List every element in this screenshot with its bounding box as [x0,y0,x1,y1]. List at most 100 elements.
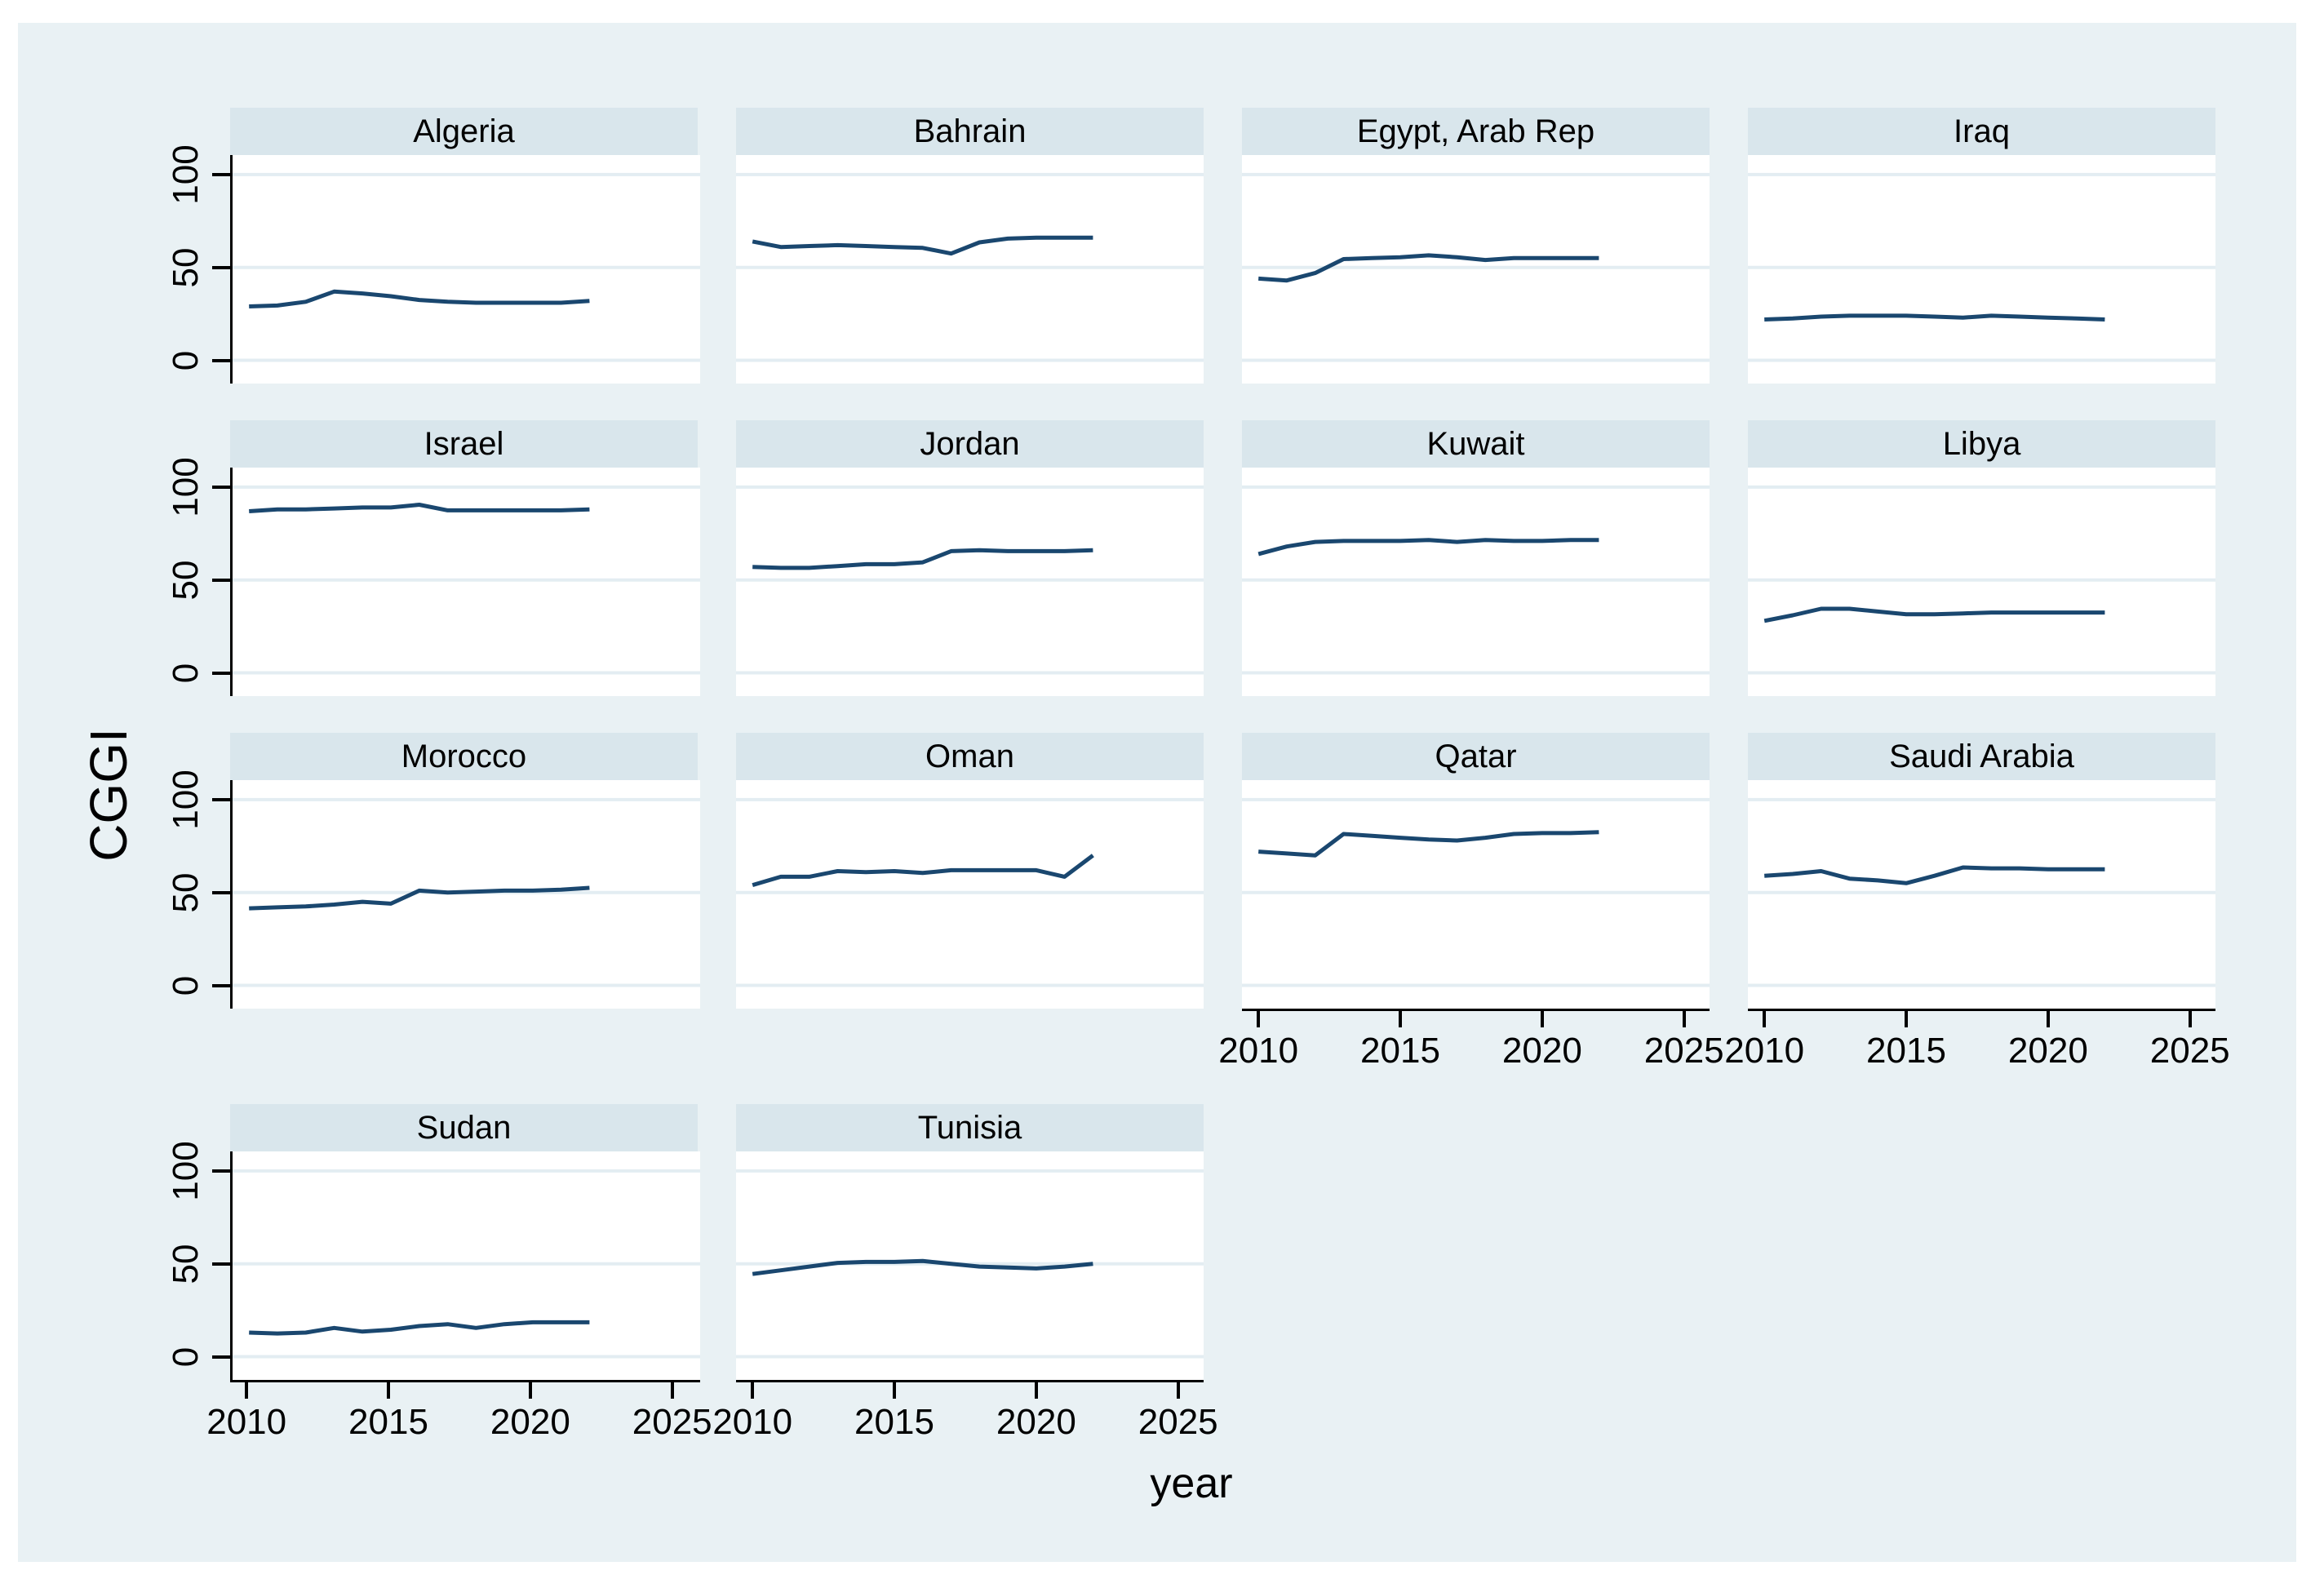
panel-title: Sudan [230,1104,698,1151]
panel-title: Saudi Arabia [1748,733,2215,780]
plot-area [230,1151,700,1382]
plot-area [230,155,700,384]
panel-chart [1748,797,2215,987]
line-series-israel [249,503,590,513]
line-series-libya [1763,606,2105,623]
x-tick [1399,1011,1402,1027]
plot-area [736,1151,1204,1382]
plot-area [1242,468,1710,696]
x-tick-label: 2025 [1138,1402,1218,1442]
y-tick [212,172,230,176]
x-tick-label: 2015 [854,1402,934,1442]
x-tick [893,1382,896,1399]
y-tick [212,1169,230,1173]
y-tick-label: 50 [166,872,206,913]
panel-title: Egypt, Arab Rep [1242,108,1710,155]
panel-qatar: Qatar 2010 2015 2020 2025 [1218,733,1724,1069]
y-tick [212,358,230,362]
panel-title: Oman [736,733,1204,780]
plot-area [736,468,1204,696]
panel-sudan: Sudan 0 50 100 2010 2015 2020 2025 [166,1104,712,1440]
y-tick [212,265,230,269]
line-series-iraq [1764,313,2105,322]
y-tick [212,983,230,987]
panel-title: Tunisia [736,1104,1204,1151]
panel-chart [736,485,1204,675]
x-tick-label: 2025 [632,1402,712,1442]
y-tick-label: 50 [166,247,206,288]
x-tick [1763,1011,1767,1027]
y-tick [212,1355,230,1359]
x-tick-label: 2020 [2007,1031,2088,1071]
x-tick [528,1382,532,1399]
panel-chart [233,1169,700,1359]
x-tick-label: 2010 [206,1402,287,1442]
panel-israel: Israel 0 50 100 [166,420,700,745]
plot-area [1748,155,2215,384]
y-tick-label: 100 [166,770,206,830]
panel-algeria: Algeria 0 50 100 [166,108,700,432]
x-tick [2188,1011,2192,1027]
panel-title: Libya [1748,420,2215,468]
x-tick [1540,1011,1544,1027]
panel-chart [1242,797,1710,987]
panel-jordan: Jordan [736,420,1204,745]
panel-title: Bahrain [736,108,1204,155]
plot-area [230,780,700,1009]
y-tick-label: 0 [166,975,206,996]
y-tick [212,890,230,894]
y-tick-label: 0 [166,663,206,683]
panel-title: Jordan [736,420,1204,468]
plot-area [736,780,1204,1009]
y-tick-label: 50 [166,560,206,601]
panel-oman: Oman [736,733,1204,1058]
plot-area [230,468,700,696]
panel-tunisia: Tunisia 2010 2015 2020 2025 [712,1104,1218,1440]
panel-title: Algeria [230,108,698,155]
panel-chart [1748,172,2215,362]
plot-area [736,155,1204,384]
panel-kuwait: Kuwait [1242,420,1710,745]
x-tick-label: 2010 [1724,1031,1805,1071]
panel-title: Kuwait [1242,420,1710,468]
line-series-jordan [752,548,1093,570]
plot-area [1748,780,2215,1011]
panel-title: Iraq [1748,108,2215,155]
plot-area [1242,155,1710,384]
y-tick [212,671,230,675]
line-series-morocco [249,885,590,911]
x-tick-label: 2015 [1866,1031,1946,1071]
x-tick-label: 2025 [2149,1031,2230,1071]
panel-chart [736,797,1204,987]
x-tick [1034,1382,1038,1399]
panel-title: Israel [230,420,698,468]
x-tick [670,1382,674,1399]
panel-chart [736,172,1204,362]
panel-egypt-arab-rep: Egypt, Arab Rep [1242,108,1710,432]
panel-chart [233,485,700,675]
y-axis-title: CGGI [79,728,138,862]
y-tick [212,485,230,489]
line-series-kuwait [1257,538,1599,557]
x-tick [1905,1011,1908,1027]
panel-chart [233,172,700,362]
panel-iraq: Iraq [1748,108,2215,432]
line-series-saudi-arabia [1764,865,2105,885]
panel-chart [736,1169,1204,1359]
panel-morocco: Morocco 0 50 100 [166,733,700,1058]
x-tick [387,1382,390,1399]
panel-saudi-arabia: Saudi Arabia 2010 2015 2020 2025 [1724,733,2230,1069]
x-tick-label: 2020 [996,1402,1076,1442]
y-tick-label: 100 [166,144,206,205]
x-tick [1176,1382,1180,1399]
x-axis-title: year [1150,1460,1233,1507]
panel-chart [1242,172,1710,362]
x-tick-label: 2020 [1501,1031,1582,1071]
line-series-egypt-arab-rep [1258,253,1599,283]
x-tick-label: 2015 [1360,1031,1440,1071]
y-tick-label: 100 [166,457,206,517]
line-series-tunisia [752,1258,1093,1276]
x-tick [1257,1011,1261,1027]
x-tick-label: 2010 [1218,1031,1299,1071]
